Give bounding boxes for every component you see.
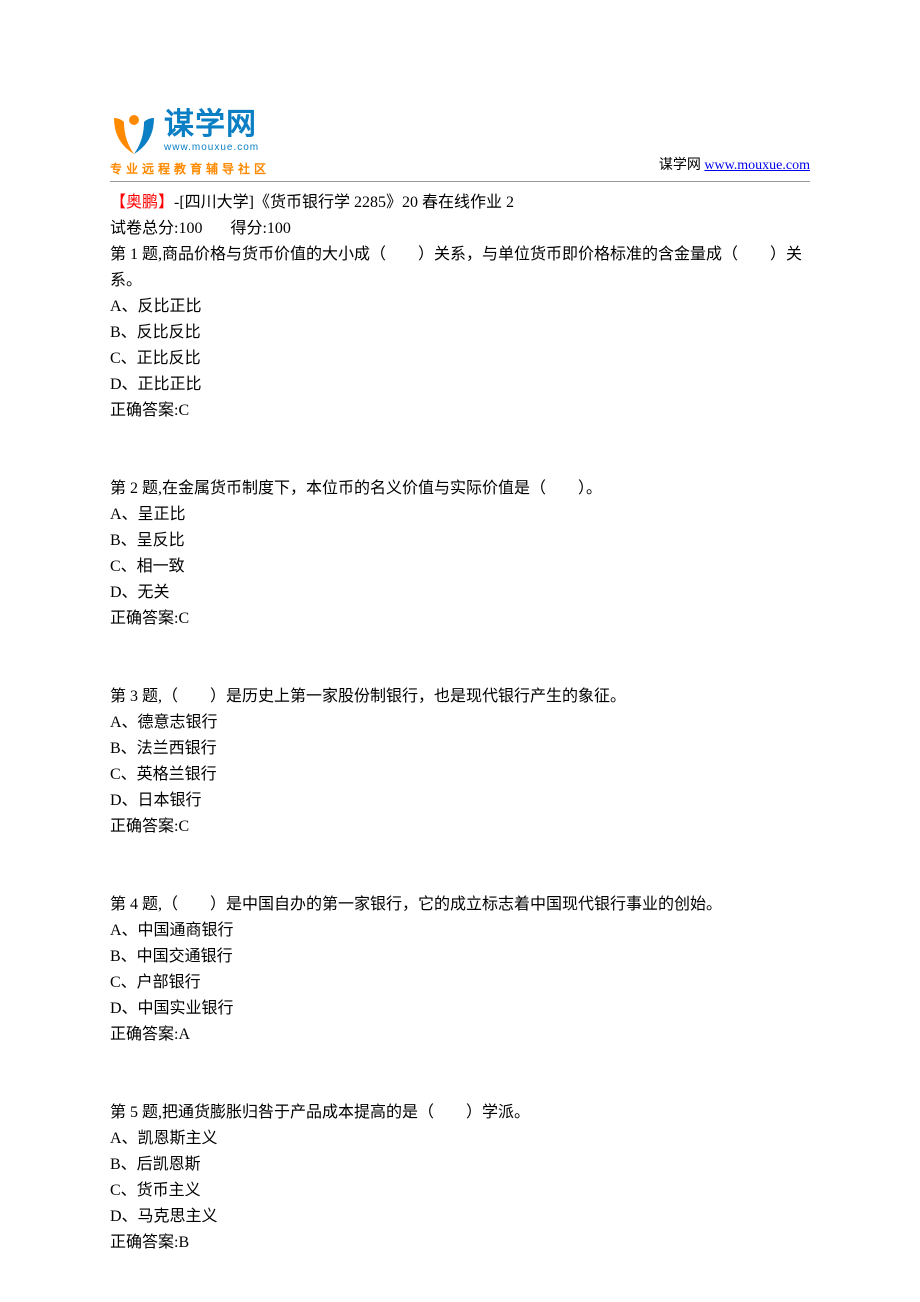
question-option: C、货币主义 — [110, 1178, 810, 1204]
question-answer: 正确答案:B — [110, 1230, 810, 1256]
content: 【奥鹏】-[四川大学]《货币银行学 2285》20 春在线作业 2 试卷总分:1… — [110, 190, 810, 1256]
question-stem: 第 2 题,在金属货币制度下，本位币的名义价值与实际价值是（ ）。 — [110, 476, 810, 502]
question-block: 第 4 题,（ ）是中国自办的第一家银行，它的成立标志着中国现代银行事业的创始。… — [110, 892, 810, 1048]
question-block: 第 2 题,在金属货币制度下，本位币的名义价值与实际价值是（ ）。A、呈正比B、… — [110, 476, 810, 632]
logo-top-row: 谋学网 www.mouxue.com — [110, 110, 270, 158]
logo-block: 谋学网 www.mouxue.com 专业远程教育辅导社区 — [110, 110, 270, 179]
question-stem: 第 5 题,把通货膨胀归咎于产品成本提高的是（ ）学派。 — [110, 1100, 810, 1126]
question-stem: 第 1 题,商品价格与货币价值的大小成（ ）关系，与单位货币即价格标准的含金量成… — [110, 242, 810, 294]
question-option: D、中国实业银行 — [110, 996, 810, 1022]
doc-title: 【奥鹏】-[四川大学]《货币银行学 2285》20 春在线作业 2 — [110, 190, 810, 216]
question-option: B、后凯恩斯 — [110, 1152, 810, 1178]
logo-text: 谋学网 www.mouxue.com — [164, 110, 259, 156]
question-block: 第 5 题,把通货膨胀归咎于产品成本提高的是（ ）学派。A、凯恩斯主义B、后凯恩… — [110, 1100, 810, 1256]
question-option: C、相一致 — [110, 554, 810, 580]
question-answer: 正确答案:C — [110, 398, 810, 424]
header-right: 谋学网 www.mouxue.com — [659, 155, 810, 179]
title-prefix: 【奥鹏】 — [110, 194, 174, 211]
question-option: B、呈反比 — [110, 528, 810, 554]
question-answer: 正确答案:C — [110, 814, 810, 840]
question-stem: 第 3 题,（ ）是历史上第一家股份制银行，也是现代银行产生的象征。 — [110, 684, 810, 710]
questions-container: 第 1 题,商品价格与货币价值的大小成（ ）关系，与单位货币即价格标准的含金量成… — [110, 242, 810, 1256]
question-option: A、反比正比 — [110, 294, 810, 320]
question-option: B、反比反比 — [110, 320, 810, 346]
question-block: 第 3 题,（ ）是历史上第一家股份制银行，也是现代银行产生的象征。A、德意志银… — [110, 684, 810, 840]
question-option: D、日本银行 — [110, 788, 810, 814]
page: 谋学网 www.mouxue.com 专业远程教育辅导社区 谋学网 www.mo… — [0, 0, 920, 1256]
question-answer: 正确答案:C — [110, 606, 810, 632]
question-option: A、中国通商银行 — [110, 918, 810, 944]
question-option: A、德意志银行 — [110, 710, 810, 736]
question-option: A、凯恩斯主义 — [110, 1126, 810, 1152]
question-answer: 正确答案:A — [110, 1022, 810, 1048]
logo-title: 谋学网 — [164, 110, 259, 140]
header-link[interactable]: www.mouxue.com — [704, 158, 810, 173]
page-header: 谋学网 www.mouxue.com 专业远程教育辅导社区 谋学网 www.mo… — [110, 110, 810, 182]
question-block: 第 1 题,商品价格与货币价值的大小成（ ）关系，与单位货币即价格标准的含金量成… — [110, 242, 810, 424]
header-right-label: 谋学网 — [659, 158, 705, 173]
question-stem: 第 4 题,（ ）是中国自办的第一家银行，它的成立标志着中国现代银行事业的创始。 — [110, 892, 810, 918]
question-option: C、正比反比 — [110, 346, 810, 372]
score-total: 试卷总分:100 — [110, 220, 202, 237]
question-option: C、英格兰银行 — [110, 762, 810, 788]
score-got: 得分:100 — [230, 220, 290, 237]
question-option: D、马克思主义 — [110, 1204, 810, 1230]
question-option: D、无关 — [110, 580, 810, 606]
score-line: 试卷总分:100 得分:100 — [110, 216, 810, 242]
logo-url-small: www.mouxue.com — [164, 140, 259, 156]
logo-icon — [110, 110, 158, 158]
question-option: C、户部银行 — [110, 970, 810, 996]
question-option: D、正比正比 — [110, 372, 810, 398]
logo-tagline: 专业远程教育辅导社区 — [110, 160, 270, 179]
question-option: B、中国交通银行 — [110, 944, 810, 970]
question-option: A、呈正比 — [110, 502, 810, 528]
question-option: B、法兰西银行 — [110, 736, 810, 762]
title-rest: -[四川大学]《货币银行学 2285》20 春在线作业 2 — [174, 194, 514, 211]
